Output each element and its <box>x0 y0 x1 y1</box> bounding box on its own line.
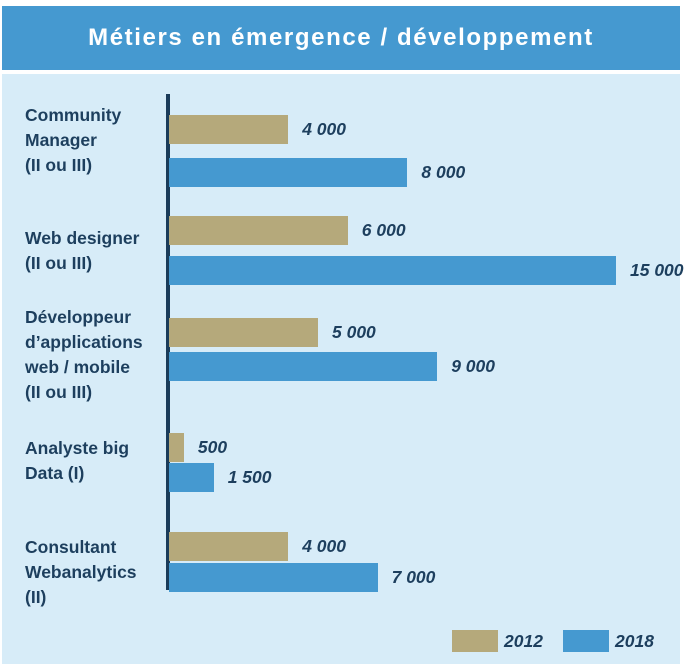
bar-2012 <box>169 532 289 561</box>
bar-2012 <box>169 318 318 347</box>
data-label: 7 000 <box>391 567 436 587</box>
data-label: 15 000 <box>630 260 684 280</box>
legend-swatch-2012 <box>452 630 498 652</box>
data-label: 5 000 <box>332 322 376 342</box>
chart-title: Métiers en émergence / développement <box>88 24 594 51</box>
bar-2018 <box>169 352 438 381</box>
bar-2018 <box>169 563 378 592</box>
chart-header: Métiers en émergence / développement <box>2 6 680 70</box>
data-label: 8 000 <box>421 162 466 182</box>
data-label: 6 000 <box>361 220 406 240</box>
legend-label-2012: 2012 <box>504 631 543 651</box>
bar-2018 <box>169 158 408 187</box>
data-label: 9 000 <box>451 356 495 376</box>
category-label: Développeur d’applications web / mobile … <box>25 307 143 402</box>
data-label: 1 500 <box>227 467 272 487</box>
category-label: Analyste big Data (I) <box>25 438 130 483</box>
bar-2018 <box>169 463 214 492</box>
bar-2012 <box>169 216 348 245</box>
data-label: 4 000 <box>302 536 346 556</box>
data-label: 500 <box>197 437 228 457</box>
data-label: 4 000 <box>302 119 346 139</box>
category-axis-line <box>166 94 170 590</box>
bar-2012 <box>169 433 184 462</box>
bar-2012 <box>169 115 289 144</box>
legend-swatch-2018 <box>563 630 609 652</box>
category-label: Community Manager (II ou III) <box>25 105 122 175</box>
category-label: Consultant Webanalytics (II) <box>25 537 137 607</box>
bar-2018 <box>169 256 616 285</box>
category-label: Web designer (II ou III) <box>25 228 140 273</box>
legend-label-2018: 2018 <box>615 631 654 651</box>
